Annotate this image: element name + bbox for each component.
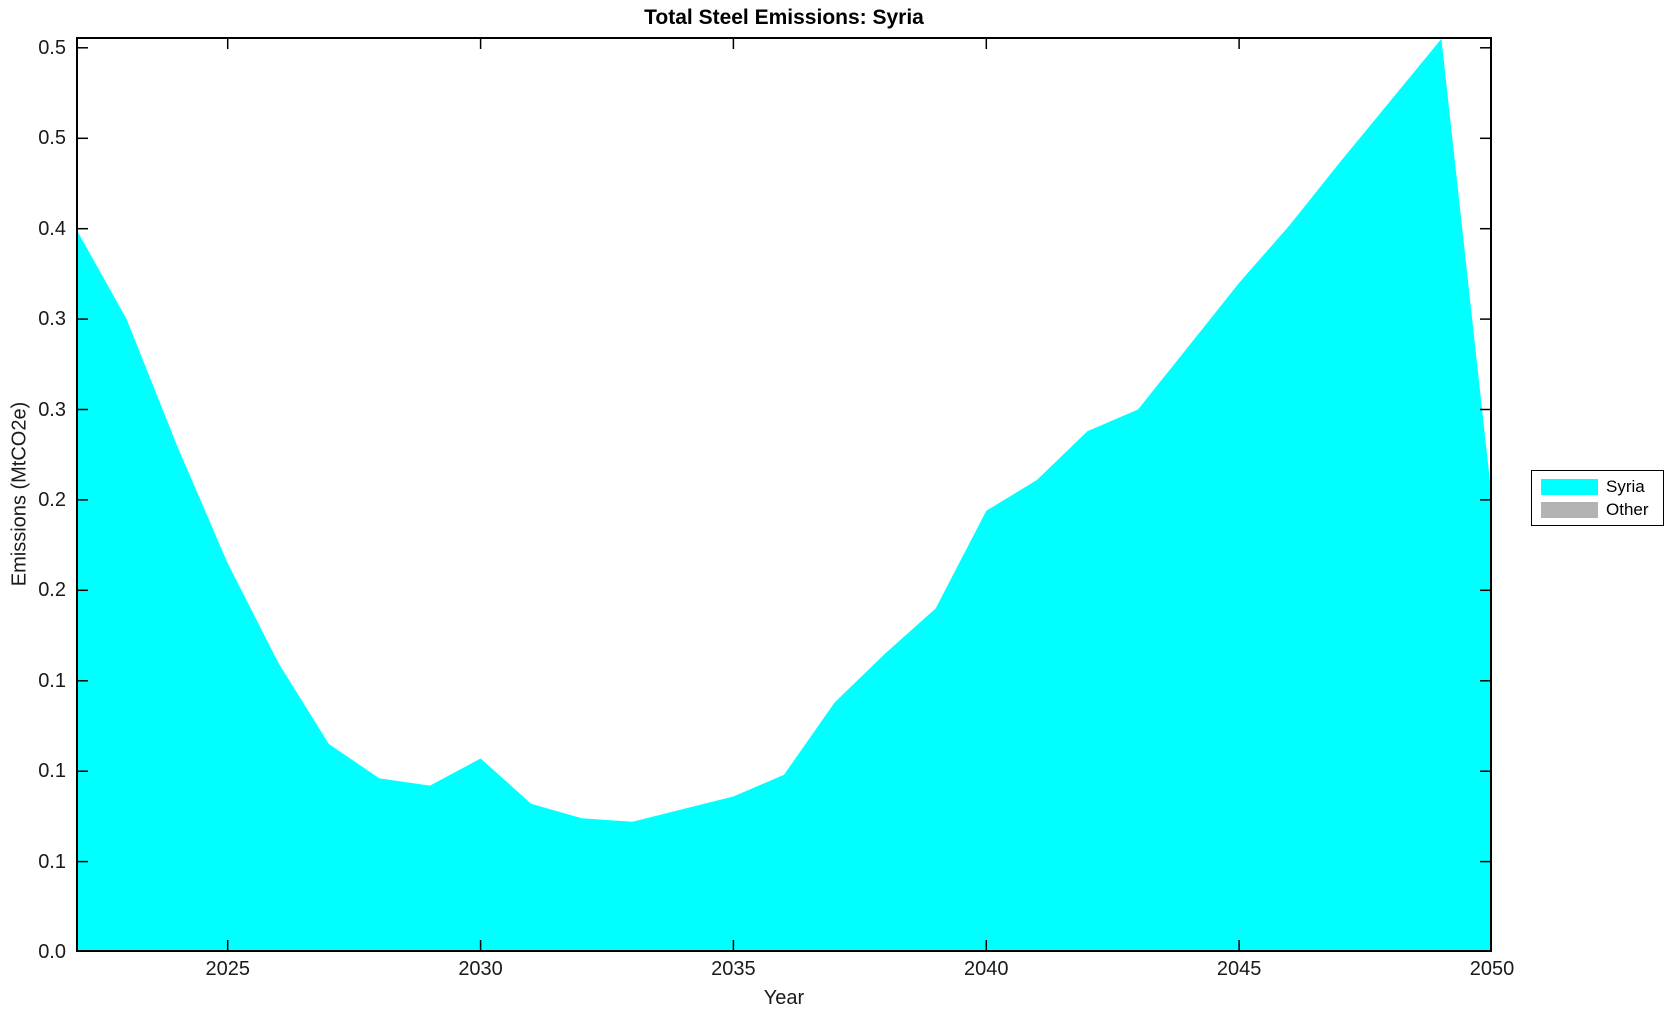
x-tick-label: 2040 bbox=[964, 958, 1009, 980]
legend-label-syria: Syria bbox=[1606, 477, 1645, 496]
y-tick-label: 0.4 bbox=[38, 217, 66, 240]
x-tick-label: 2025 bbox=[205, 958, 250, 980]
x-tick-label: 2035 bbox=[711, 958, 756, 980]
y-tick-label: 0.2 bbox=[38, 579, 66, 602]
area-chart-canvas bbox=[76, 37, 1493, 953]
legend: Syria Other bbox=[1531, 470, 1664, 526]
legend-swatch-other bbox=[1541, 502, 1598, 518]
y-tick-label: 0.1 bbox=[38, 760, 66, 783]
y-tick-label: 0.0 bbox=[38, 941, 66, 963]
y-tick-label: 0.1 bbox=[38, 850, 66, 873]
y-tick-label: 0.5 bbox=[38, 127, 66, 150]
y-tick-label: 0.5 bbox=[38, 36, 66, 59]
x-tick-label: 2045 bbox=[1216, 958, 1262, 980]
legend-label-other: Other bbox=[1606, 500, 1649, 519]
legend-item-other: Other bbox=[1541, 500, 1655, 520]
legend-item-syria: Syria bbox=[1541, 477, 1655, 497]
x-tick-label: 2050 bbox=[1469, 958, 1515, 980]
y-tick-label: 0.3 bbox=[38, 398, 66, 421]
y-tick-label: 0.1 bbox=[38, 669, 66, 692]
plot-area bbox=[76, 37, 1493, 953]
x-axis-label: Year bbox=[763, 987, 805, 1009]
y-tick-label: 0.2 bbox=[38, 488, 66, 511]
y-tick-label: 0.3 bbox=[38, 308, 66, 331]
area-series-syria bbox=[76, 38, 1492, 953]
chart-title: Total Steel Emissions: Syria bbox=[644, 6, 924, 29]
x-tick-label: 2030 bbox=[458, 958, 503, 980]
legend-swatch-syria bbox=[1541, 479, 1598, 495]
axes-box bbox=[76, 37, 1492, 952]
